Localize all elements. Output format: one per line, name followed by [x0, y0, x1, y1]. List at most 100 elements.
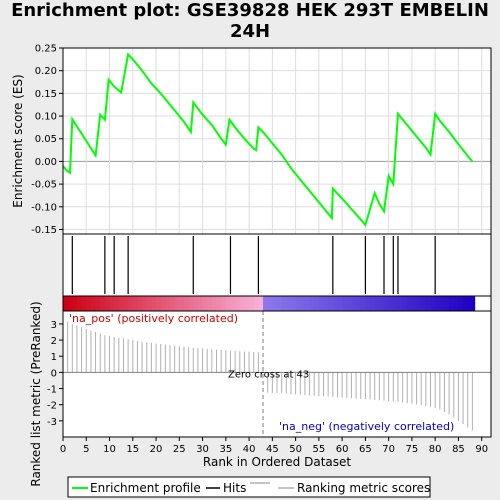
rank-color-cell: [365, 296, 371, 311]
rank-color-cell: [86, 296, 92, 311]
legend-box: [67, 476, 431, 498]
zero-cross-label: Zero cross at 43: [228, 369, 309, 380]
rank-color-cell: [453, 296, 460, 311]
rank-color-cell: [407, 296, 413, 311]
metric-ytick-label: 2: [51, 336, 57, 347]
rank-color-cell: [137, 296, 143, 311]
xtick-label: 5: [83, 444, 89, 455]
rank-color-cell: [146, 296, 152, 311]
legend-hits-label: Hits: [223, 481, 246, 495]
rank-color-cell: [193, 296, 199, 311]
rank-color-cell: [81, 296, 87, 311]
rank-color-cell: [179, 296, 185, 311]
es-panel: [62, 47, 492, 235]
xtick-label: 90: [475, 444, 488, 455]
es-ytick-label: 0.15: [35, 89, 57, 100]
hits-panel: [62, 233, 492, 297]
rank-color-cell: [258, 296, 264, 311]
rank-color-cell: [95, 296, 101, 311]
es-ytick-label: 0.25: [35, 44, 57, 55]
rank-color-cell: [439, 296, 446, 311]
rank-color-cell: [174, 296, 180, 311]
rank-color-cell: [165, 296, 171, 311]
rank-color-cell: [244, 296, 250, 311]
legend-metric-label: Ranking metric scores: [297, 481, 430, 495]
rank-color-cell: [253, 296, 259, 311]
rank-color-cell: [467, 296, 473, 311]
rank-color-cell: [444, 296, 450, 311]
rank-color-cell: [346, 296, 353, 311]
rank-color-cell: [267, 296, 273, 311]
legend-es-label: Enrichment profile: [90, 481, 201, 495]
neg-correlated-label: 'na_neg' (negatively correlated): [279, 420, 454, 433]
rank-color-cell: [207, 296, 213, 311]
es-ytick-label: 0.00: [35, 157, 57, 168]
rank-color-cell: [156, 296, 162, 311]
xtick-label: 60: [336, 444, 349, 455]
rank-color-cell: [304, 296, 311, 311]
rank-color-cell: [411, 296, 418, 311]
rank-color-cell: [342, 296, 348, 311]
rank-color-cell: [221, 296, 227, 311]
es-ytick-label: 0.05: [35, 134, 57, 145]
rank-color-cell: [374, 296, 380, 311]
xtick-label: 45: [266, 444, 279, 455]
xtick-label: 30: [196, 444, 209, 455]
xtick-label: 70: [382, 444, 395, 455]
metric-ylabel: Ranked list metric (PreRanked): [29, 301, 43, 486]
rank-color-cell: [314, 296, 320, 311]
rank-color-cell: [67, 296, 73, 311]
metric-ytick-label: -2: [47, 401, 57, 412]
metric-ytick-label: 1: [51, 352, 57, 363]
rank-color-cell: [435, 296, 441, 311]
rank-color-cell: [197, 296, 204, 311]
es-ytick-label: 0.10: [35, 112, 57, 123]
x-axis-label: Rank in Ordered Dataset: [203, 455, 351, 469]
rank-color-cell: [123, 296, 129, 311]
rank-color-cell: [351, 296, 357, 311]
xtick-label: 35: [219, 444, 232, 455]
rank-color-cell: [393, 296, 399, 311]
rank-color-cell: [425, 296, 432, 311]
rank-color-cell: [235, 296, 241, 311]
rank-color-cell: [421, 296, 427, 311]
chart-title: Enrichment plot: GSE39828 HEK 293T EMBEL…: [11, 0, 489, 42]
metric-ytick-label: -1: [47, 385, 57, 396]
rank-color-cell: [356, 296, 362, 311]
metric-ytick-label: -3: [47, 417, 57, 428]
xtick-label: 15: [126, 444, 139, 455]
rank-color-cell: [416, 296, 422, 311]
es-ylabel: Enrichment score (ES): [11, 74, 25, 207]
rank-color-cell: [239, 296, 246, 311]
es-ytick-label: -0.15: [31, 225, 57, 236]
rank-color-cell: [160, 296, 166, 311]
rank-color-cell: [309, 296, 315, 311]
rank-color-cell: [263, 296, 269, 311]
rank-color-cell: [328, 296, 334, 311]
rank-color-cell: [151, 296, 157, 311]
metric-ytick-label: 3: [51, 320, 57, 331]
rank-color-cell: [281, 296, 287, 311]
xtick-label: 80: [429, 444, 442, 455]
rank-color-cell: [277, 296, 283, 311]
xtick-label: 0: [60, 444, 66, 455]
rank-color-cell: [337, 296, 343, 311]
xtick-label: 65: [359, 444, 372, 455]
rank-color-cell: [216, 296, 222, 311]
pos-correlated-label: 'na_pos' (positively correlated): [69, 312, 238, 325]
rank-color-cell: [388, 296, 394, 311]
rank-color-cell: [114, 296, 120, 311]
xtick-label: 75: [406, 444, 419, 455]
rank-color-cell: [384, 296, 390, 311]
rank-color-cell: [128, 296, 134, 311]
xtick-label: 20: [150, 444, 163, 455]
xtick-label: 40: [243, 444, 256, 455]
rank-color-cell: [332, 296, 339, 311]
xtick-label: 85: [452, 444, 465, 455]
enrichment-line: [62, 52, 474, 227]
rank-color-cell: [272, 296, 278, 311]
rank-color-cell: [142, 296, 148, 311]
rank-color-cell: [458, 296, 464, 311]
rank-color-cell: [323, 296, 329, 311]
